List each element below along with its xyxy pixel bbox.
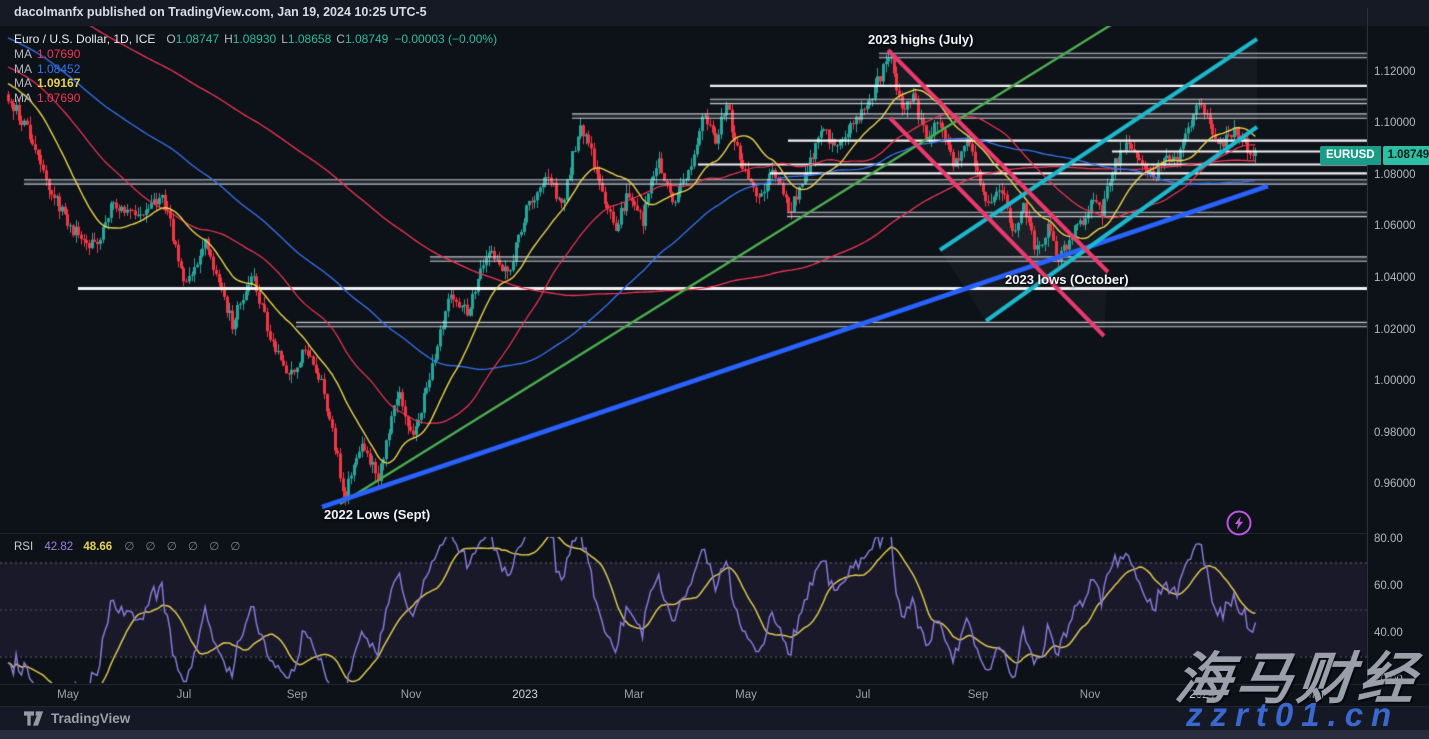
price-axis-label: 1.12000 <box>1374 65 1416 78</box>
ma-value: 1.07690 <box>37 90 81 105</box>
time-axis-label: Jul <box>176 689 192 701</box>
rsi-axis-label: 40.00 <box>1374 626 1403 639</box>
price-axis-label: 0.96000 <box>1374 478 1416 491</box>
lightning-icon[interactable] <box>1225 509 1253 537</box>
ohlc-value: 1.08747 <box>175 32 220 46</box>
ma-value: 1.07690 <box>37 47 81 61</box>
time-axis-label: Sep <box>967 689 989 701</box>
ma-label: MA <box>14 76 32 90</box>
symbol-row[interactable]: Euro / U.S. Dollar, 1D, ICE O1.08747 H1.08… <box>14 31 497 47</box>
ma-legend-row[interactable]: MA 1.08452 <box>14 62 497 77</box>
time-axis-label: May <box>57 689 79 701</box>
chart-annotation[interactable]: 2022 Lows (Sept) <box>324 507 431 522</box>
ohlc-key: L <box>281 32 288 46</box>
ma-legend-row[interactable]: MA 1.09167 <box>14 76 497 91</box>
tradingview-brand[interactable]: TradingView <box>24 711 130 726</box>
price-axis-label: 0.98000 <box>1374 426 1416 439</box>
ohlc-key: C <box>336 32 345 46</box>
rsi-value: 42.82 <box>44 541 74 553</box>
rsi-hidden-inputs: ∅ ∅ ∅ ∅ ∅ ∅ <box>124 541 245 553</box>
time-axis-label: Jul <box>855 689 871 701</box>
attribution-bar: dacolmanfx published on TradingView.com,… <box>0 0 1429 26</box>
ma-label: MA <box>14 90 32 105</box>
time-axis-label: Nov <box>400 689 422 701</box>
price-axis-label: 1.06000 <box>1374 220 1416 233</box>
price-axis-label: 1.10000 <box>1374 117 1416 130</box>
footer-bar <box>0 707 1429 730</box>
time-axis-label: Nov <box>1079 689 1101 701</box>
ohlc-value: 1.08749 <box>344 32 389 46</box>
ohlc-value: 1.08658 <box>287 32 332 46</box>
rsi-legend[interactable]: RSI 42.82 48.66 ∅ ∅ ∅ ∅ ∅ ∅ <box>14 539 244 553</box>
bottom-strip <box>0 730 1429 739</box>
badge-symbol: EURUSD <box>1320 146 1381 165</box>
last-price-badge[interactable]: EURUSD 1.08749 <box>1320 146 1429 165</box>
price-axis-label: 1.04000 <box>1374 271 1416 284</box>
rsi-ma-value: 48.66 <box>83 541 113 553</box>
time-axis-divider <box>0 684 1429 685</box>
rsi-axis-label: 60.00 <box>1374 579 1403 592</box>
attribution-text: dacolmanfx published on TradingView.com,… <box>14 5 427 19</box>
ma-label: MA <box>14 61 32 76</box>
ma-legend-rows: MA 1.07690 MA 1.08452 MA 1.09167 MA 1.07690 <box>14 47 497 105</box>
time-axis-label: 2024 <box>1189 689 1215 701</box>
ma-legend-row[interactable]: MA 1.07690 <box>14 91 497 106</box>
tradingview-logo-icon <box>24 711 44 726</box>
time-axis-label: Sep <box>286 689 308 701</box>
time-axis-label: 2023 <box>512 689 538 701</box>
footer-divider <box>0 706 1429 707</box>
time-axis-label: Mar <box>624 689 644 701</box>
price-axis-divider <box>1367 8 1368 684</box>
symbol-title[interactable]: Euro / U.S. Dollar, 1D, ICE <box>14 32 156 46</box>
chart-legend: Euro / U.S. Dollar, 1D, ICE O1.08747 H1.08… <box>14 31 497 105</box>
ohlc-value: 1.08930 <box>232 32 277 46</box>
ma-value: 1.08452 <box>37 61 81 76</box>
rsi-axis-label: 20.00 <box>1374 673 1403 686</box>
ohlc-values: O1.08747 H1.08930 L1.08658 C1.08749 <box>161 32 388 46</box>
ma-label: MA <box>14 47 32 61</box>
time-axis-label: Mar <box>1305 689 1325 701</box>
chart-annotation[interactable]: 2023 lows (October) <box>1005 272 1129 287</box>
ohlc-key: H <box>224 32 233 46</box>
badge-price: 1.08749 <box>1382 146 1429 165</box>
price-axis-label: 1.08000 <box>1374 168 1416 181</box>
price-axis-label: 1.00000 <box>1374 375 1416 388</box>
tradingview-brand-text: TradingView <box>51 711 131 726</box>
time-axis-label: May <box>735 689 757 701</box>
change-value: −0.00003 (−0.00%) <box>394 32 498 46</box>
ma-value: 1.09167 <box>37 76 81 90</box>
ohlc-key: O <box>166 32 176 46</box>
chart-annotation[interactable]: 2023 highs (July) <box>868 32 974 47</box>
rsi-axis-label: 80.00 <box>1374 532 1403 545</box>
rsi-label: RSI <box>14 541 34 553</box>
ma-legend-row[interactable]: MA 1.07690 <box>14 47 497 62</box>
price-axis-label: 1.02000 <box>1374 323 1416 336</box>
pane-divider[interactable] <box>0 533 1367 534</box>
